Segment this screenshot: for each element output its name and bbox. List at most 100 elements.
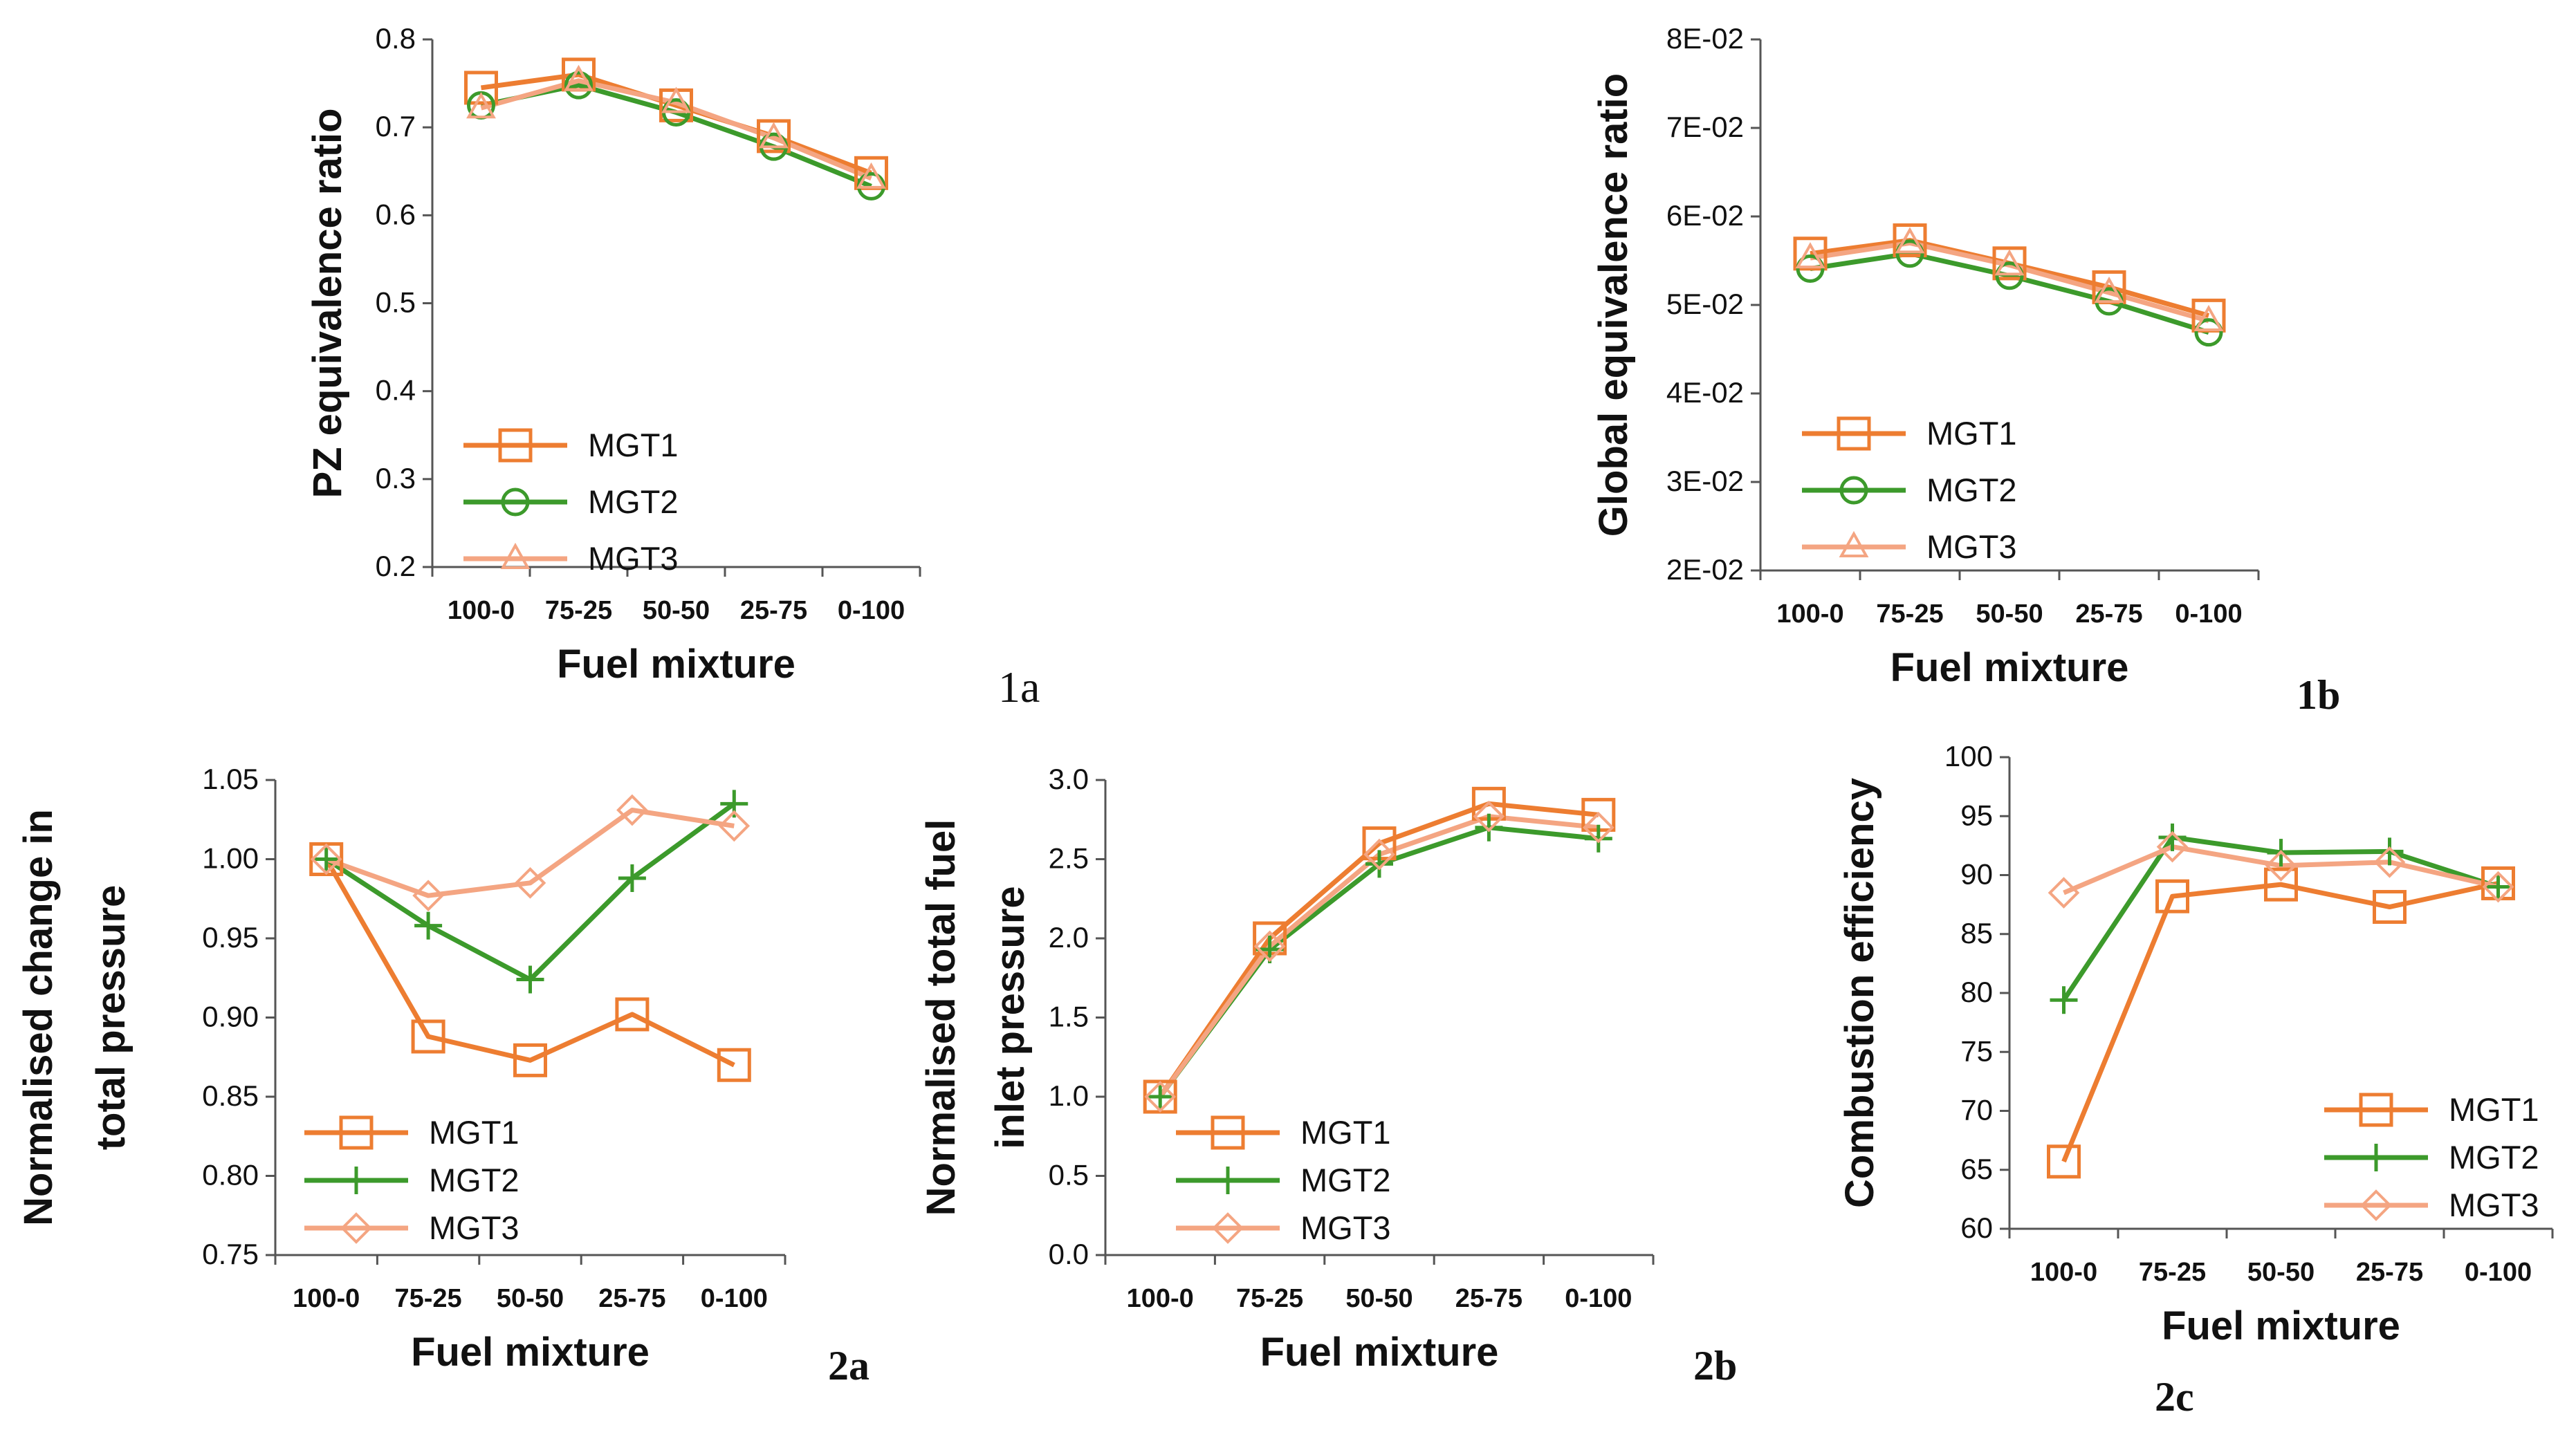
panel-label: 1b (2297, 672, 2340, 718)
legend-item-mgt1: MGT1 (463, 427, 679, 463)
y-tick-label: 6E-02 (1666, 199, 1744, 232)
x-tick-label: 50-50 (2247, 1258, 2315, 1287)
legend-item-mgt2: MGT2 (463, 483, 679, 520)
y-axis-title: total pressure (89, 885, 134, 1151)
legend-item-mgt1: MGT1 (1802, 415, 2017, 452)
legend-marker (501, 488, 530, 517)
data-point-mgt3 (514, 867, 546, 899)
legend-item-mgt2: MGT2 (304, 1162, 519, 1198)
legend-item-mgt3: MGT3 (2324, 1187, 2539, 1223)
y-tick-label: 5E-02 (1666, 288, 1744, 320)
y-tick-label: 2.5 (1049, 842, 1089, 875)
data-point-mgt3 (2482, 871, 2514, 903)
data-point-mgt2 (2375, 837, 2404, 866)
y-tick-label: 0.95 (202, 921, 259, 954)
chart-2a: 0.75 0.80 0.85 0.90 0.95 1.00 1.05 100-0 75-25 50… (16, 763, 870, 1389)
legend-marker (1212, 1212, 1244, 1244)
legend-label: MGT2 (588, 483, 679, 520)
data-point-mgt1 (464, 71, 498, 105)
x-tick-label: 0-100 (701, 1284, 768, 1313)
data-point-mgt3 (2373, 846, 2406, 878)
data-point-mgt1 (757, 119, 791, 154)
legend-item-mgt1: MGT1 (2324, 1091, 2539, 1128)
legend-marker (1839, 530, 1869, 557)
data-point-mgt3 (1795, 242, 1825, 269)
data-point-mgt3 (1473, 800, 1505, 833)
y-tick-label: 0.80 (202, 1159, 259, 1191)
y-tick-label: 3.0 (1049, 763, 1089, 795)
data-point-mgt3 (2265, 850, 2297, 882)
legend-item-mgt3: MGT3 (1176, 1209, 1391, 1246)
y-tick-label: 70 (1960, 1094, 1993, 1126)
y-tick-label: 3E-02 (1666, 465, 1744, 497)
y-tick-label: 95 (1960, 799, 1993, 831)
series-line-mgt3 (325, 808, 735, 898)
x-tick-label: 50-50 (1345, 1284, 1413, 1313)
x-tick-label: 0-100 (2175, 600, 2242, 629)
legend-label: MGT1 (2449, 1091, 2539, 1128)
x-tick-label: 100-0 (448, 596, 515, 625)
data-point-mgt3 (616, 794, 648, 826)
data-point-mgt2 (2158, 823, 2187, 851)
data-point-mgt2 (2484, 873, 2512, 901)
data-point-mgt1 (1992, 246, 2027, 281)
data-point-mgt3 (718, 810, 751, 842)
legend-item-mgt3: MGT3 (1802, 528, 2017, 565)
y-tick-label: 0.5 (1049, 1159, 1089, 1191)
data-point-mgt1 (2264, 867, 2298, 902)
y-axis-title: PZ equivalence ratio (305, 108, 350, 498)
x-tick-label: 0-100 (838, 596, 905, 625)
y-tick-label: 0.0 (1049, 1238, 1089, 1270)
y-tick-label: 1.00 (202, 842, 259, 875)
data-point-mgt3 (2048, 877, 2080, 909)
x-tick-label: 75-25 (1236, 1284, 1303, 1313)
data-point-mgt1 (1793, 236, 1828, 271)
x-axis-title: Fuel mixture (557, 642, 795, 687)
data-point-mgt3 (2156, 830, 2189, 863)
y-axis-title: Combustion efficiency (1837, 778, 1882, 1208)
data-point-mgt3 (412, 880, 444, 911)
series-line-mgt2 (324, 801, 736, 983)
panel-label: 2a (828, 1343, 870, 1389)
legend-item-mgt2: MGT2 (1802, 472, 2017, 508)
y-tick-label: 1.0 (1049, 1079, 1089, 1112)
legend-item-mgt1: MGT1 (1176, 1114, 1391, 1151)
data-point-mgt2 (1475, 813, 1503, 842)
legend-marker (340, 1212, 372, 1244)
series-line-mgt2 (1810, 251, 2210, 335)
y-tick-label: 0.5 (376, 286, 416, 319)
data-point-mgt1 (2047, 1144, 2081, 1179)
data-point-mgt2 (1796, 254, 1825, 284)
data-point-mgt3 (1363, 838, 1395, 871)
y-tick-label: 0.3 (376, 462, 416, 494)
data-point-mgt2 (1995, 261, 2024, 290)
x-tick-label: 75-25 (545, 596, 612, 625)
data-point-mgt1 (2155, 879, 2189, 913)
y-axis-title: Normalised change in (16, 809, 61, 1226)
data-point-mgt2 (312, 845, 340, 873)
panel-label: 1a (998, 662, 1040, 712)
data-point-mgt2 (1146, 1083, 1175, 1111)
data-point-mgt3 (2193, 304, 2224, 332)
series-line-mgt3 (480, 78, 872, 181)
legend-label: MGT2 (1926, 472, 2017, 508)
legend-label: MGT3 (1926, 528, 2017, 565)
chart-1a: 0.2 0.3 0.4 0.5 0.6 0.7 0.8 100-0 75-25 50-50 25-7… (305, 22, 1040, 712)
x-tick-label: 100-0 (293, 1284, 360, 1313)
legend-marker (2360, 1189, 2392, 1221)
data-point-mgt1 (2373, 890, 2407, 925)
legend-marker (2359, 1093, 2393, 1127)
series-line-mgt3 (1810, 240, 2209, 324)
data-point-mgt1 (615, 997, 650, 1032)
data-point-mgt3 (1253, 930, 1286, 963)
y-tick-label: 60 (1960, 1211, 1993, 1244)
y-tick-label: 1.05 (202, 763, 259, 795)
x-tick-label: 75-25 (394, 1284, 461, 1313)
x-tick-label: 25-75 (2356, 1258, 2423, 1287)
data-point-mgt2 (618, 864, 646, 892)
y-axis-title: inlet pressure (988, 886, 1033, 1149)
legend-label: MGT1 (588, 427, 679, 463)
x-tick-label: 50-50 (1976, 600, 2043, 629)
data-point-mgt3 (564, 64, 594, 91)
